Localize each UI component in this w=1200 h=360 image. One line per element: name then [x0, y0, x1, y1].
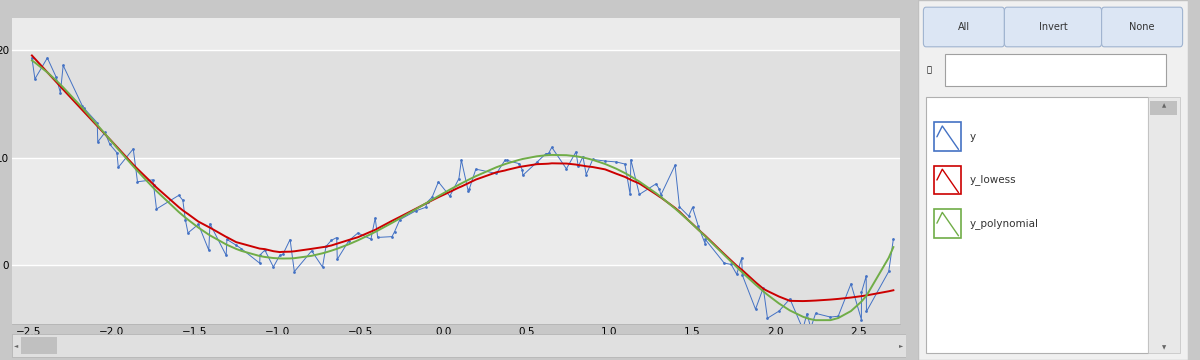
y_polynomial — [886, 245, 900, 249]
y_polynomial — [25, 58, 40, 63]
Text: None: None — [1129, 22, 1154, 32]
y — [618, 162, 632, 166]
Text: y: y — [970, 132, 976, 142]
y_polynomial — [809, 318, 823, 322]
Bar — [935, 166, 961, 194]
FancyBboxPatch shape — [1004, 7, 1102, 47]
Text: ▼: ▼ — [1162, 345, 1166, 350]
y_lowess — [886, 288, 900, 292]
Text: ►: ► — [900, 343, 904, 348]
y — [500, 158, 515, 163]
y_lowess — [202, 225, 216, 229]
Line: y_lowess: y_lowess — [32, 55, 893, 301]
Bar — [935, 209, 961, 238]
y_lowess — [500, 168, 515, 172]
y_polynomial — [500, 161, 515, 166]
y_lowess — [796, 299, 810, 303]
y — [698, 242, 713, 246]
Bar — [12, 158, 900, 265]
y — [886, 237, 900, 241]
y_polynomial — [618, 171, 632, 175]
FancyBboxPatch shape — [1102, 7, 1183, 47]
y_polynomial — [859, 294, 874, 298]
y — [25, 56, 40, 60]
y_lowess — [618, 175, 632, 179]
Text: y_polynomial: y_polynomial — [970, 218, 1038, 229]
Line: y_polynomial: y_polynomial — [32, 60, 893, 320]
Line: y: y — [30, 57, 895, 330]
Bar — [935, 122, 961, 151]
Text: ▲: ▲ — [1162, 104, 1166, 109]
Bar — [12, 334, 906, 357]
y_lowess — [25, 53, 40, 58]
Bar — [12, 18, 900, 50]
FancyBboxPatch shape — [924, 7, 1004, 47]
Bar — [12, 50, 900, 158]
Text: ◄: ◄ — [14, 343, 18, 348]
Text: y_lowess: y_lowess — [970, 175, 1016, 185]
y — [859, 274, 874, 278]
y_polynomial — [698, 234, 713, 238]
y_lowess — [698, 234, 713, 238]
Bar — [1147, 97, 1180, 353]
y_lowess — [253, 247, 268, 251]
Bar — [1151, 101, 1177, 115]
y — [202, 248, 216, 252]
y_polynomial — [253, 254, 268, 258]
Bar — [946, 54, 1166, 86]
Text: Invert: Invert — [1039, 22, 1067, 32]
y — [796, 327, 810, 331]
Text: 🔍: 🔍 — [926, 66, 931, 75]
Bar — [926, 97, 1147, 353]
y_polynomial — [202, 233, 216, 237]
y — [253, 253, 268, 257]
Text: All: All — [958, 22, 970, 32]
Bar — [12, 265, 900, 324]
y_lowess — [859, 293, 874, 298]
Bar — [20, 337, 56, 354]
